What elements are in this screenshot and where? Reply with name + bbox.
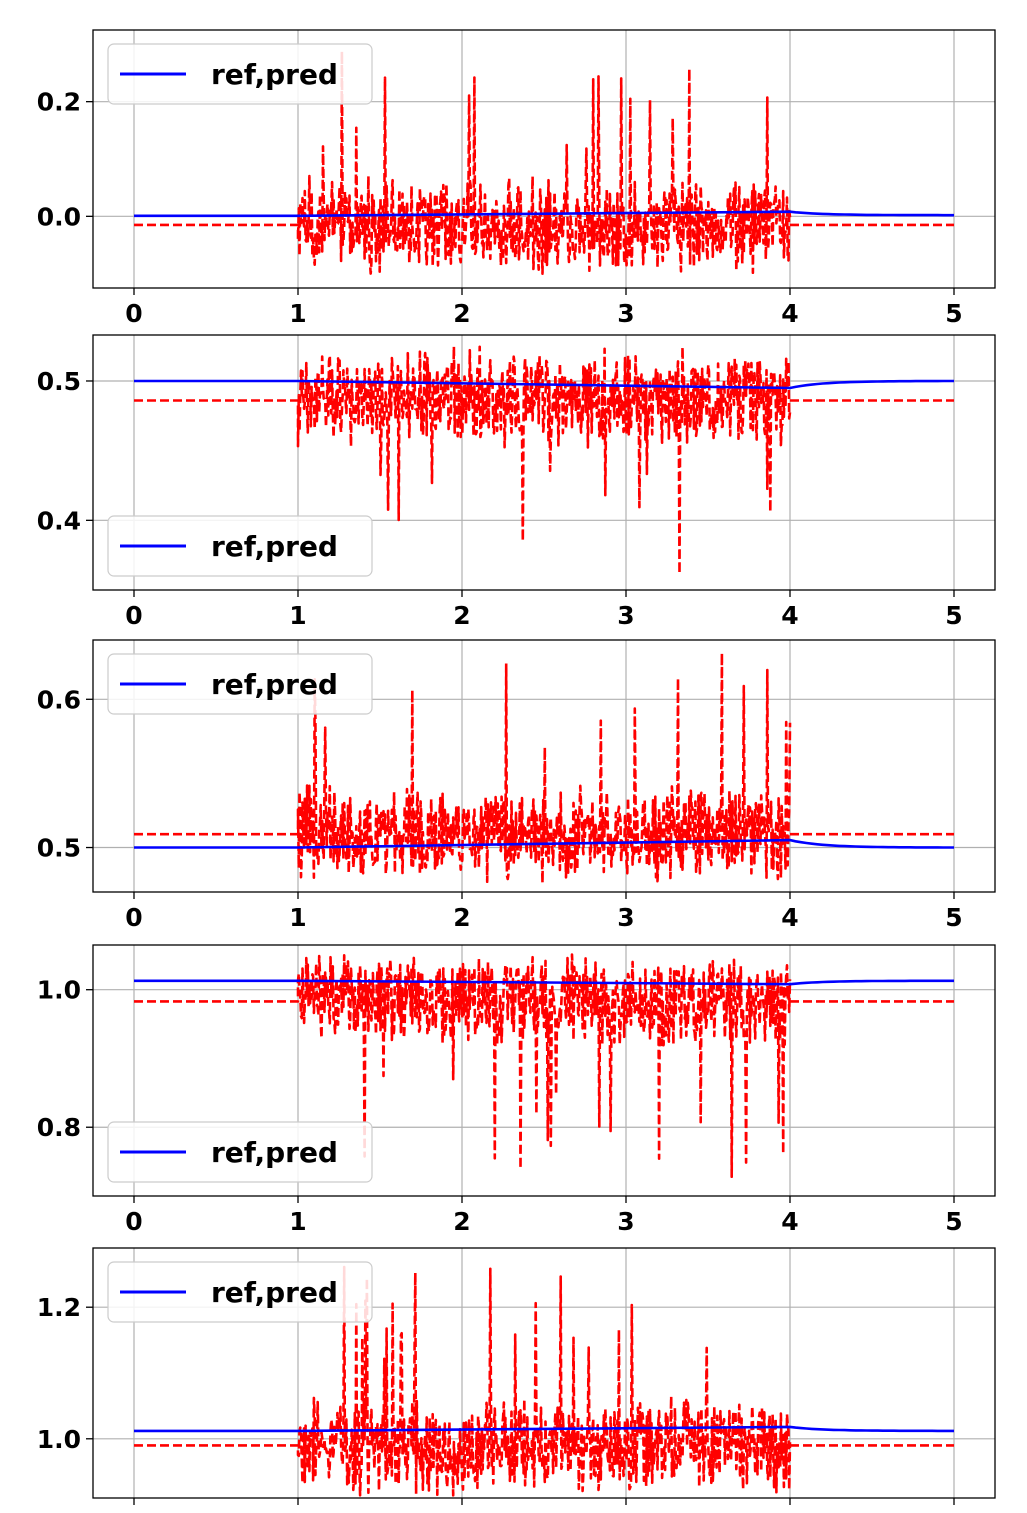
series-ref-line bbox=[134, 379, 954, 390]
y-tick-label: 0.6 bbox=[37, 685, 81, 714]
series-pred-line bbox=[134, 651, 954, 885]
x-tick-label: 2 bbox=[453, 299, 470, 328]
series-ref-line bbox=[134, 1425, 954, 1433]
x-tick-label: 4 bbox=[781, 1207, 798, 1236]
plot-area bbox=[134, 651, 954, 885]
x-tick-label: 5 bbox=[945, 903, 962, 932]
x-tick-label: 4 bbox=[781, 903, 798, 932]
axes-frame bbox=[92, 1247, 996, 1499]
y-tick-label: 1.2 bbox=[37, 1293, 81, 1322]
y-tick-label: 1.0 bbox=[37, 1425, 81, 1454]
legend: ref,pred bbox=[107, 1121, 373, 1183]
legend: ref,pred bbox=[107, 653, 373, 715]
series-ref-line bbox=[134, 210, 954, 218]
legend-box bbox=[107, 1121, 373, 1183]
y-tick-label: 0.4 bbox=[37, 506, 81, 535]
legend-label: ref,pred bbox=[211, 530, 338, 563]
x-tick-label: 4 bbox=[781, 299, 798, 328]
x-tick-label: 0 bbox=[125, 601, 142, 630]
y-tick-label: 0.5 bbox=[37, 834, 81, 863]
axes-frame bbox=[92, 29, 996, 289]
x-tick-label: 0 bbox=[125, 903, 142, 932]
legend: ref,pred bbox=[107, 1261, 373, 1323]
x-tick-label: 2 bbox=[453, 601, 470, 630]
legend-box bbox=[107, 515, 373, 577]
x-tick-label: 3 bbox=[617, 299, 634, 328]
subplot-1: 0 1 2 3 4 5 0.0 0.2 ref,pred bbox=[37, 29, 996, 328]
plot-area bbox=[134, 345, 954, 575]
x-tick-label: 1 bbox=[289, 299, 306, 328]
x-tick-label: 5 bbox=[945, 601, 962, 630]
x-tick-label: 4 bbox=[781, 601, 798, 630]
y-tick-label: 0.8 bbox=[37, 1113, 81, 1142]
x-tick-label: 5 bbox=[945, 299, 962, 328]
subplot-5: 1.0 1.2 ref,pred bbox=[37, 1247, 996, 1505]
plot-area bbox=[134, 1265, 954, 1497]
x-tick-label: 0 bbox=[125, 1207, 142, 1236]
x-tick-label: 1 bbox=[289, 903, 306, 932]
x-tick-label: 2 bbox=[453, 1207, 470, 1236]
series-ref-line bbox=[134, 979, 954, 986]
legend-label: ref,pred bbox=[211, 1276, 338, 1309]
legend-label: ref,pred bbox=[211, 58, 338, 91]
series-pred-line bbox=[134, 1265, 954, 1497]
legend-box bbox=[107, 653, 373, 715]
axes-frame bbox=[92, 639, 996, 893]
x-tick-label: 3 bbox=[617, 903, 634, 932]
x-tick-label: 3 bbox=[617, 1207, 634, 1236]
y-tick-label: 0.5 bbox=[37, 367, 81, 396]
legend-label: ref,pred bbox=[211, 1136, 338, 1169]
x-tick-label: 1 bbox=[289, 1207, 306, 1236]
x-tick-label: 5 bbox=[945, 1207, 962, 1236]
legend-box bbox=[107, 43, 373, 105]
legend-label: ref,pred bbox=[211, 668, 338, 701]
subplot-4: 0 1 2 3 4 5 0.8 1.0 ref,pred bbox=[37, 944, 996, 1236]
axes-frame bbox=[92, 944, 996, 1197]
series-ref-line bbox=[134, 838, 954, 849]
y-tick-label: 0.0 bbox=[37, 202, 81, 231]
series-pred-line bbox=[134, 50, 954, 275]
subplot-2: 0 1 2 3 4 5 0.4 0.5 ref,pred bbox=[37, 334, 996, 630]
x-tick-label: 0 bbox=[125, 299, 142, 328]
y-tick-label: 0.2 bbox=[37, 88, 81, 117]
plot-area bbox=[134, 953, 954, 1178]
axes-frame bbox=[92, 334, 996, 591]
legend-box bbox=[107, 1261, 373, 1323]
subplot-3: 0 1 2 3 4 5 0.5 0.6 ref,pred bbox=[37, 639, 996, 932]
series-pred-line bbox=[134, 953, 954, 1178]
x-tick-label: 2 bbox=[453, 903, 470, 932]
y-tick-label: 1.0 bbox=[37, 976, 81, 1005]
plot-area bbox=[134, 50, 954, 275]
x-tick-label: 1 bbox=[289, 601, 306, 630]
x-tick-label: 3 bbox=[617, 601, 634, 630]
legend: ref,pred bbox=[107, 515, 373, 577]
legend: ref,pred bbox=[107, 43, 373, 105]
series-pred-line bbox=[134, 345, 954, 575]
